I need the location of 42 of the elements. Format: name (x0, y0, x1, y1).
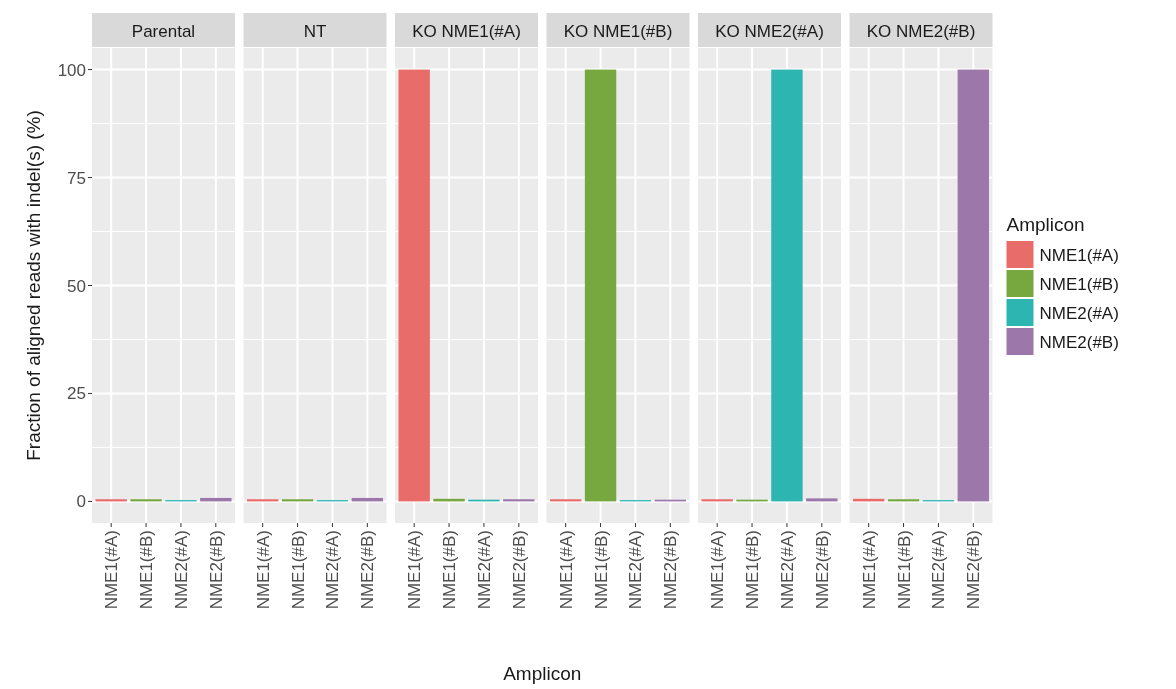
x-tick-label: NME1(#B) (743, 530, 763, 610)
y-tick-label: 100 (57, 60, 86, 80)
chart-title: KO NME2(#B) (866, 21, 976, 41)
x-tick-label: NME1(#A) (102, 530, 122, 610)
x-tick-label: NME1(#B) (288, 530, 308, 610)
x-tick-label: NME2(#A) (474, 530, 494, 610)
chart-title: KO NME1(#A) (412, 21, 521, 41)
x-tick-label: NME2(#A) (626, 530, 646, 610)
chart-title: Parental (131, 21, 196, 41)
chart-title: KO NME1(#B) (563, 21, 673, 41)
x-tick-label: NME1(#A) (708, 530, 728, 610)
x-tick-label: NME1(#A) (556, 530, 576, 610)
y-tick-label: 50 (67, 276, 86, 296)
x-tick-label: NME2(#A) (171, 530, 191, 610)
legend-label: NME2(#B) (1039, 333, 1119, 352)
legend-label: NME2(#A) (1039, 304, 1119, 323)
y-tick-label: 75 (67, 168, 86, 188)
x-tick-label: NME2(#B) (206, 530, 226, 610)
x-tick-label: NME2(#A) (929, 530, 949, 610)
x-tick-label: NME1(#B) (440, 530, 460, 610)
x-tick-label: NME2(#B) (358, 530, 378, 610)
x-tick-label: NME1(#B) (894, 530, 914, 610)
x-tick-label: NME1(#B) (591, 530, 611, 610)
y-tick-label: 25 (67, 384, 86, 404)
x-tick-label: NME1(#A) (859, 530, 879, 610)
legend-title: Amplicon (1006, 214, 1085, 235)
x-tick-label: NME2(#B) (812, 530, 832, 610)
chart-title: KO NME2(#A) (715, 21, 824, 41)
x-tick-label: NME2(#B) (661, 530, 681, 610)
chart-title: NT (303, 21, 327, 41)
x-tick-label: NME2(#A) (323, 530, 343, 610)
x-axis-title: Amplicon (503, 663, 582, 684)
legend-label: NME1(#B) (1039, 275, 1119, 294)
x-tick-label: NME1(#A) (405, 530, 425, 610)
y-axis-title: Fraction of aligned reads with indel(s) (%) (23, 110, 44, 461)
legend-label: NME1(#A) (1039, 246, 1119, 265)
x-tick-label: NME1(#A) (253, 530, 273, 610)
x-tick-label: NME1(#B) (137, 530, 157, 610)
x-tick-label: NME2(#B) (509, 530, 529, 610)
x-tick-label: NME2(#A) (777, 530, 797, 610)
x-tick-label: NME2(#B) (964, 530, 984, 610)
y-tick-label: 0 (76, 492, 86, 512)
